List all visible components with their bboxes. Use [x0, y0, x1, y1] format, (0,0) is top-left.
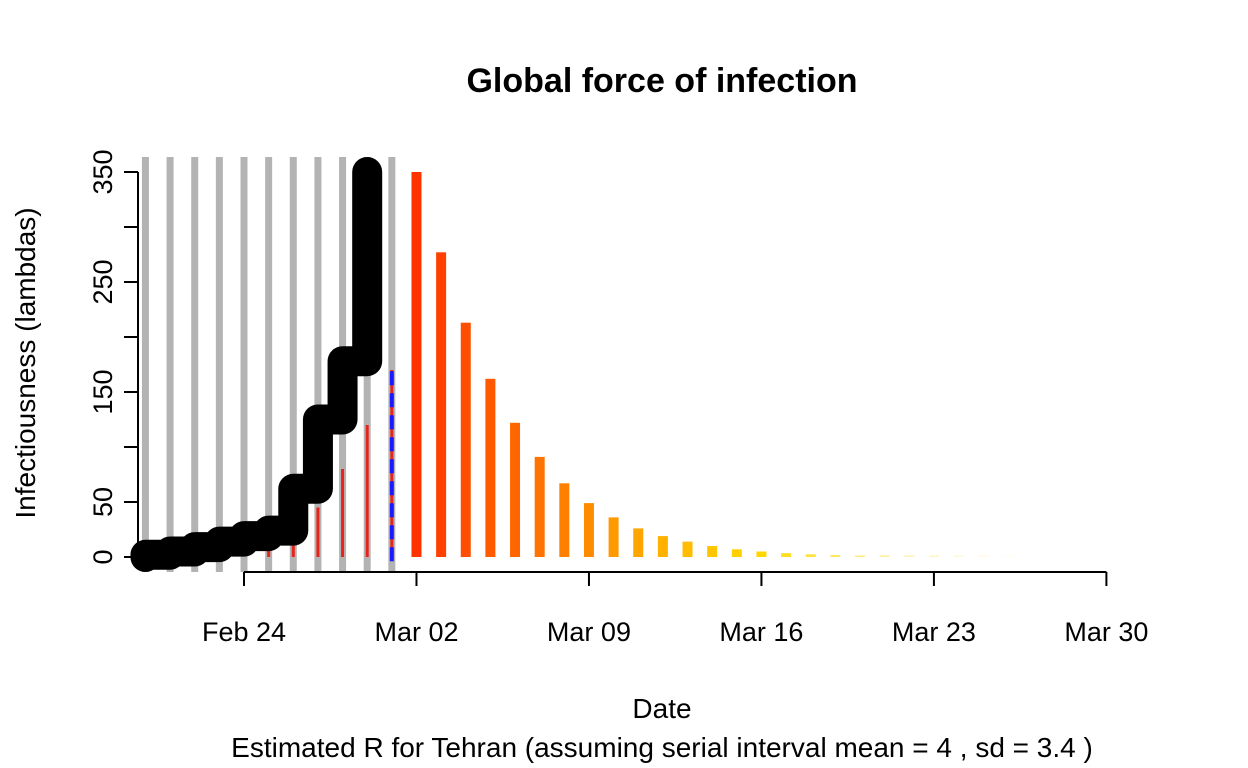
- future-lambda-bar: [460, 322, 471, 557]
- future-lambda-bar: [904, 555, 915, 557]
- future-lambda-bar: [830, 555, 841, 557]
- y-tick-label: 150: [88, 369, 118, 414]
- future-lambda-bar: [633, 528, 644, 557]
- future-lambda-bar: [928, 555, 939, 557]
- chart-title: Global force of infection: [466, 62, 857, 100]
- chart-subtitle: Estimated R for Tehran (assuming serial …: [231, 732, 1093, 763]
- y-tick-label: 50: [88, 487, 118, 517]
- future-lambda-bar: [682, 541, 693, 557]
- future-lambda-bar: [411, 172, 422, 557]
- axes: 0 50 150 250 350 Feb 24 Mar 02 Mar 09 Mar 16 Mar …: [88, 149, 1148, 647]
- future-lambda-bar: [731, 549, 742, 557]
- x-axis-label: Date: [632, 693, 691, 724]
- future-lambda-bar: [534, 456, 545, 557]
- x-tick-label: Mar 09: [547, 617, 631, 647]
- future-lambda-bar: [855, 555, 865, 557]
- future-lambda-bar: [707, 546, 718, 557]
- y-axis-label: Infectiousness (lambdas): [10, 207, 41, 518]
- future-lambda-bar: [1002, 555, 1013, 557]
- plot-marks: [130, 157, 1013, 572]
- future-lambda-bar: [978, 555, 989, 557]
- future-lambda-bar: [436, 252, 447, 558]
- future-lambda-bar: [510, 422, 521, 557]
- future-lambda-bar: [756, 551, 767, 557]
- x-tick-label: Mar 16: [719, 617, 803, 647]
- x-tick-label: Mar 30: [1064, 617, 1148, 647]
- future-lambda-bar: [608, 517, 619, 557]
- future-lambda-bar: [879, 555, 890, 557]
- y-tick-label: 350: [88, 149, 118, 194]
- cumulative-lambda-line: [130, 157, 383, 572]
- future-lambda-bar: [953, 555, 964, 557]
- future-lambda-bar: [657, 536, 668, 557]
- x-tick-label: Feb 24: [202, 617, 286, 647]
- y-axis-label-group: Infectiousness (lambdas): [10, 207, 41, 518]
- x-tick-label: Mar 23: [892, 617, 976, 647]
- future-lambda-bar: [559, 483, 570, 557]
- future-lambda-bar: [805, 554, 816, 557]
- y-tick-label: 0: [88, 549, 118, 564]
- y-tick-label: 250: [88, 259, 118, 304]
- future-lambda-bar: [781, 553, 792, 557]
- future-lambda-bar: [583, 503, 594, 557]
- x-tick-label: Mar 02: [374, 617, 458, 647]
- future-lambda-bar: [485, 378, 496, 557]
